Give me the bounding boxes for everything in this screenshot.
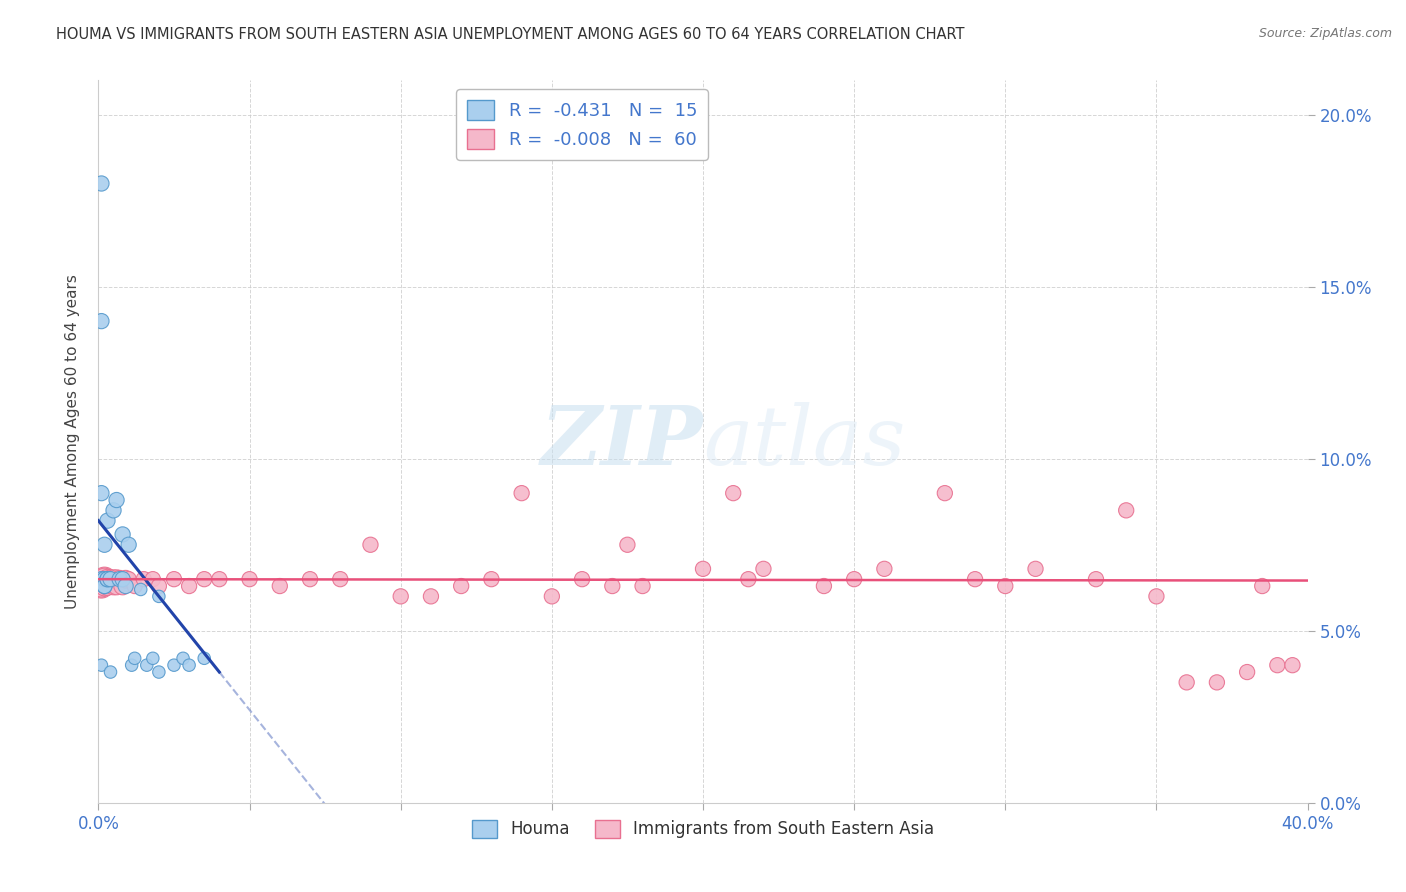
Point [723, 486, 745, 500]
Point [420, 590, 443, 604]
Point [114, 579, 136, 593]
Point [389, 590, 412, 604]
Point [994, 579, 1017, 593]
Point [118, 538, 141, 552]
Point [540, 590, 562, 604]
Point [934, 486, 956, 500]
Point [135, 658, 157, 673]
Point [93, 579, 115, 593]
Point [163, 572, 186, 586]
Point [1175, 675, 1198, 690]
Point [103, 572, 125, 586]
Point [100, 572, 122, 586]
Point [93, 572, 115, 586]
Point [108, 572, 131, 586]
Point [105, 493, 128, 508]
Point [631, 579, 654, 593]
Point [121, 658, 143, 673]
Point [239, 572, 262, 586]
Point [90, 177, 112, 191]
Point [90, 579, 112, 593]
Point [965, 572, 987, 586]
Point [1267, 658, 1289, 673]
Point [90, 314, 112, 328]
Text: ZIP: ZIP [540, 401, 703, 482]
Point [90, 658, 112, 673]
Point [108, 572, 131, 586]
Point [111, 579, 134, 593]
Point [124, 579, 146, 593]
Point [142, 651, 165, 665]
Point [571, 572, 593, 586]
Point [93, 572, 115, 586]
Text: HOUMA VS IMMIGRANTS FROM SOUTH EASTERN ASIA UNEMPLOYMENT AMONG AGES 60 TO 64 YEA: HOUMA VS IMMIGRANTS FROM SOUTH EASTERN A… [56, 27, 965, 42]
Point [163, 658, 186, 673]
Point [142, 572, 165, 586]
Point [103, 579, 125, 593]
Point [118, 572, 141, 586]
Point [148, 590, 170, 604]
Point [90, 579, 112, 593]
Point [96, 572, 118, 586]
Point [179, 658, 201, 673]
Point [1236, 665, 1258, 679]
Point [1085, 572, 1108, 586]
Point [96, 579, 118, 593]
Point [148, 579, 170, 593]
Point [179, 579, 201, 593]
Point [1206, 675, 1229, 690]
Point [813, 579, 835, 593]
Point [752, 562, 775, 576]
Point [844, 572, 866, 586]
Point [96, 572, 118, 586]
Point [299, 572, 322, 586]
Point [93, 572, 115, 586]
Point [96, 572, 118, 586]
Point [481, 572, 503, 586]
Text: Source: ZipAtlas.com: Source: ZipAtlas.com [1258, 27, 1392, 40]
Point [105, 579, 128, 593]
Point [1115, 503, 1137, 517]
Point [1281, 658, 1303, 673]
Point [111, 527, 134, 541]
Point [193, 651, 215, 665]
Point [510, 486, 533, 500]
Point [208, 572, 231, 586]
Point [111, 572, 134, 586]
Point [616, 538, 638, 552]
Point [103, 503, 125, 517]
Point [602, 579, 624, 593]
Point [148, 665, 170, 679]
Point [1144, 590, 1167, 604]
Point [1251, 579, 1274, 593]
Point [100, 665, 122, 679]
Point [132, 572, 155, 586]
Point [90, 486, 112, 500]
Point [737, 572, 759, 586]
Point [450, 579, 472, 593]
Point [129, 582, 152, 597]
Point [114, 572, 136, 586]
Point [93, 538, 115, 552]
Text: atlas: atlas [703, 401, 905, 482]
Point [90, 572, 112, 586]
Point [1024, 562, 1046, 576]
Point [873, 562, 896, 576]
Y-axis label: Unemployment Among Ages 60 to 64 years: Unemployment Among Ages 60 to 64 years [65, 274, 80, 609]
Point [124, 651, 146, 665]
Point [193, 572, 215, 586]
Point [96, 514, 118, 528]
Point [329, 572, 352, 586]
Point [90, 572, 112, 586]
Point [93, 579, 115, 593]
Point [269, 579, 291, 593]
Point [692, 562, 714, 576]
Point [105, 572, 128, 586]
Point [360, 538, 382, 552]
Point [93, 579, 115, 593]
Legend: Houma, Immigrants from South Eastern Asia: Houma, Immigrants from South Eastern Asi… [465, 813, 941, 845]
Point [100, 572, 122, 586]
Point [172, 651, 194, 665]
